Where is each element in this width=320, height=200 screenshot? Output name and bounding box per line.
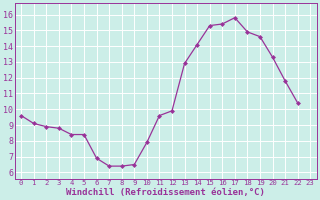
X-axis label: Windchill (Refroidissement éolien,°C): Windchill (Refroidissement éolien,°C) (66, 188, 265, 197)
